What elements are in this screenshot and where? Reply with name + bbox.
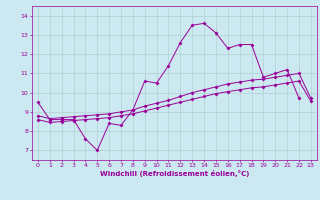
X-axis label: Windchill (Refroidissement éolien,°C): Windchill (Refroidissement éolien,°C) [100,170,249,177]
